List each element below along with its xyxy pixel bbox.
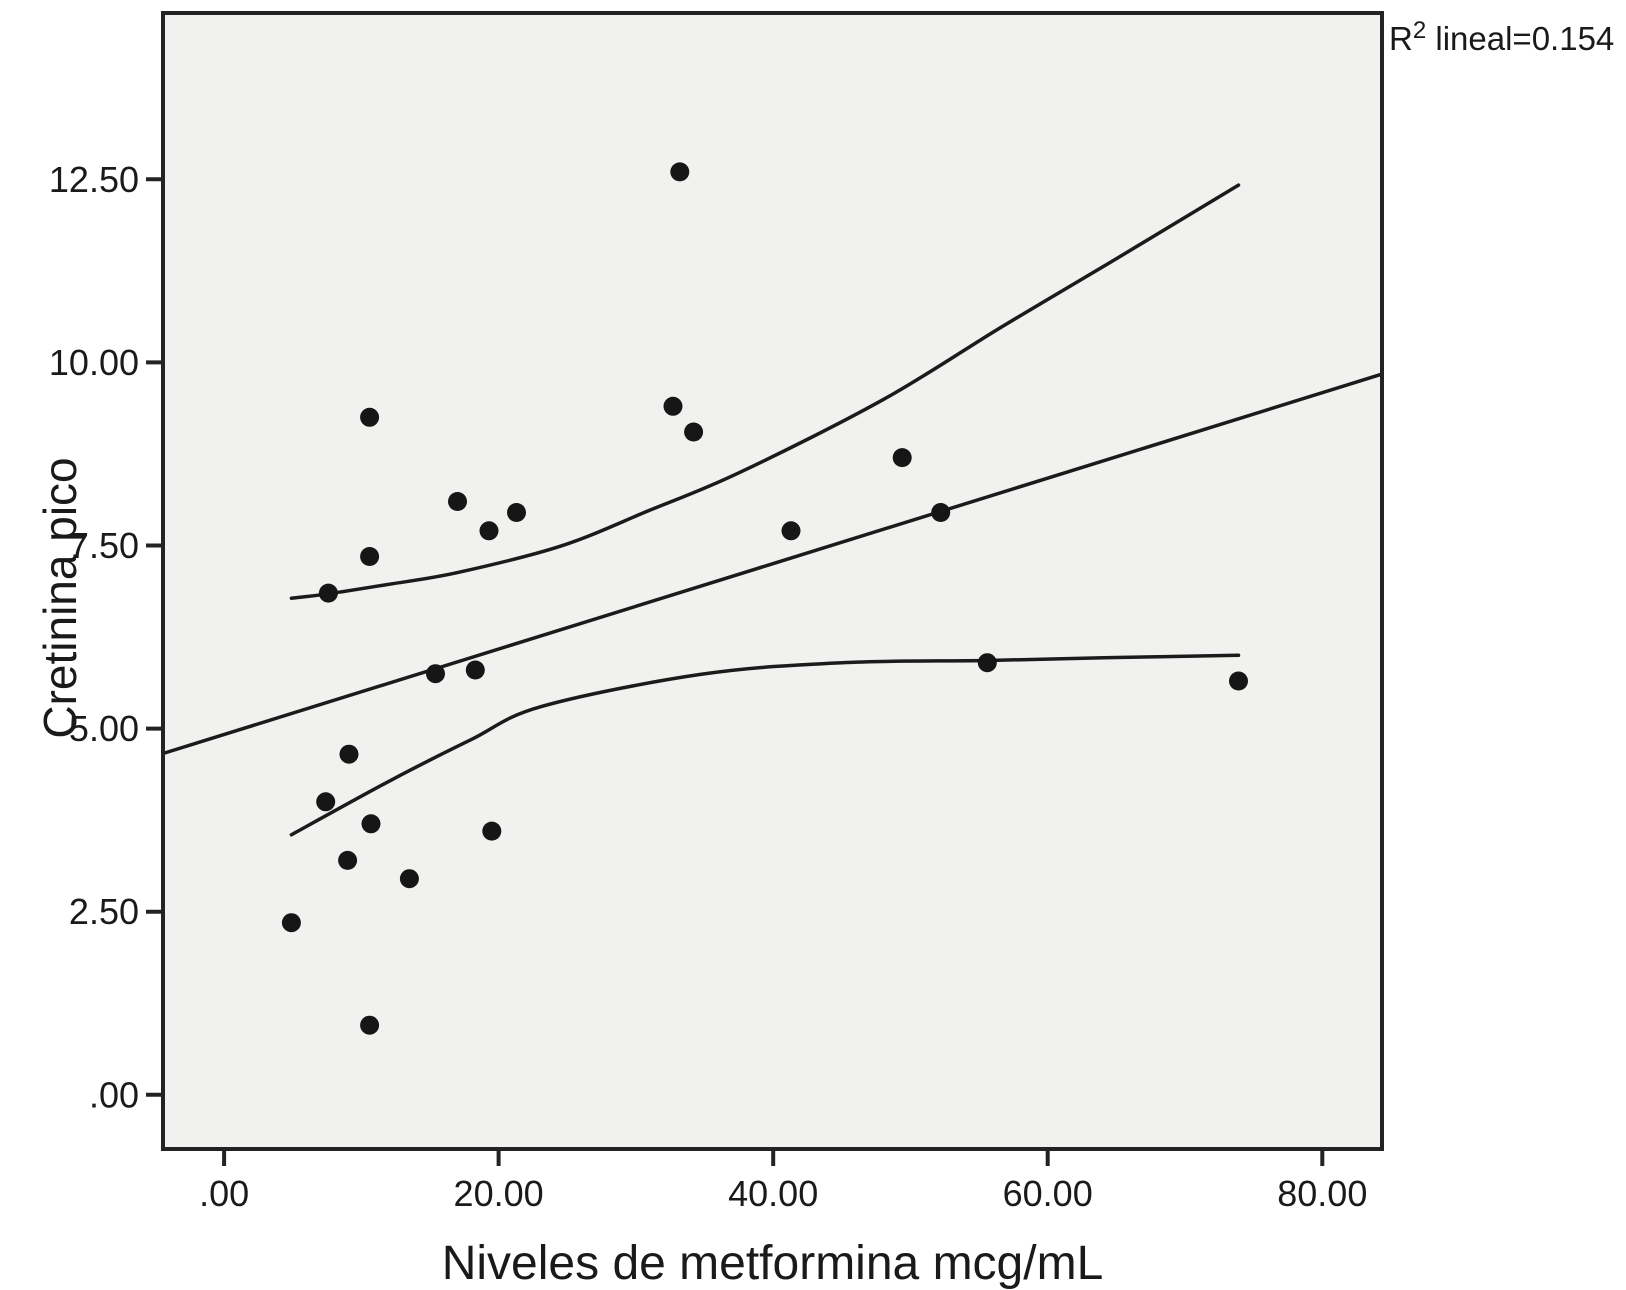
data-point: [318, 583, 338, 603]
tick-marks-group: [146, 177, 1325, 1166]
regression-line: [161, 372, 1384, 756]
data-point: [931, 503, 951, 522]
data-point: [338, 850, 358, 870]
data-point: [339, 744, 359, 764]
r2-superscript: 2: [1412, 17, 1427, 44]
x-axis-title: Niveles de metformina mcg/mL: [441, 1237, 1104, 1290]
y-axis-title: Cretinina pico: [34, 457, 86, 739]
x-tick-labels-group: .00 20.00 40.00 60.00 80.00: [199, 1173, 1367, 1214]
data-point: [361, 814, 381, 834]
data-point: [360, 407, 380, 427]
points-group: [281, 162, 1248, 1035]
r2-prefix: R: [1389, 20, 1413, 57]
data-point: [977, 653, 997, 673]
y-tick-label: 2.50: [69, 891, 139, 932]
data-point: [465, 660, 485, 680]
data-point: [426, 664, 445, 684]
data-point: [892, 448, 912, 468]
data-point: [448, 492, 467, 511]
r-squared-annotation: R2 lineal=0.154: [1389, 17, 1615, 58]
data-point: [399, 869, 419, 889]
y-tick-label: 12.50: [49, 159, 139, 200]
data-point: [663, 396, 683, 416]
y-tick-label: 5.00: [69, 708, 139, 749]
data-point: [1229, 671, 1248, 691]
confidence-band-lower: [289, 653, 1241, 837]
y-tick-labels-group: .00 2.50 5.00 7.50 10.00 12.50: [49, 159, 139, 1116]
data-point: [360, 547, 380, 566]
data-point: [670, 162, 690, 182]
data-point: [684, 422, 704, 442]
data-point: [316, 792, 336, 812]
plot-area: [163, 13, 1382, 1149]
data-point: [479, 521, 499, 541]
data-point: [360, 1015, 380, 1035]
confidence-band-upper: [289, 183, 1241, 600]
x-tick-label: 20.00: [454, 1173, 544, 1214]
x-tick-label: .00: [199, 1173, 249, 1214]
data-point: [507, 503, 526, 522]
y-tick-label: 10.00: [49, 342, 139, 383]
y-tick-label: 7.50: [69, 525, 139, 566]
x-tick-label: 40.00: [728, 1173, 818, 1214]
data-point: [482, 821, 502, 841]
data-point: [281, 913, 301, 933]
fit-lines-group: [161, 183, 1384, 837]
r2-value-text: lineal=0.154: [1426, 20, 1615, 57]
x-tick-label: 80.00: [1277, 1173, 1367, 1214]
x-tick-label: 60.00: [1003, 1173, 1093, 1214]
y-tick-label: .00: [89, 1074, 139, 1115]
data-point: [781, 521, 801, 541]
